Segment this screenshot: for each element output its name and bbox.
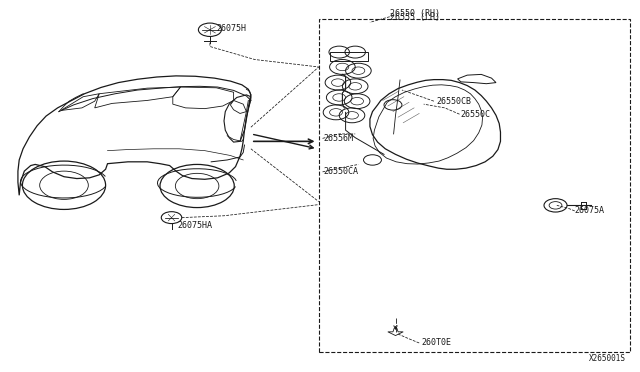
Text: 26550CA: 26550CA <box>324 167 359 176</box>
Text: 26555 (LH): 26555 (LH) <box>390 13 440 22</box>
Text: 26556M: 26556M <box>324 134 354 143</box>
Text: 260T0E: 260T0E <box>421 339 451 347</box>
Bar <box>330 52 368 61</box>
Text: 26075A: 26075A <box>575 206 605 215</box>
Bar <box>319 19 630 352</box>
Text: 26075HA: 26075HA <box>178 221 213 230</box>
Text: 26550C: 26550C <box>461 110 491 119</box>
Text: 26550 (RH): 26550 (RH) <box>390 9 440 17</box>
Text: 26550CB: 26550CB <box>436 97 472 106</box>
Text: X265001S: X265001S <box>589 354 626 363</box>
Text: 26075H: 26075H <box>216 25 246 33</box>
